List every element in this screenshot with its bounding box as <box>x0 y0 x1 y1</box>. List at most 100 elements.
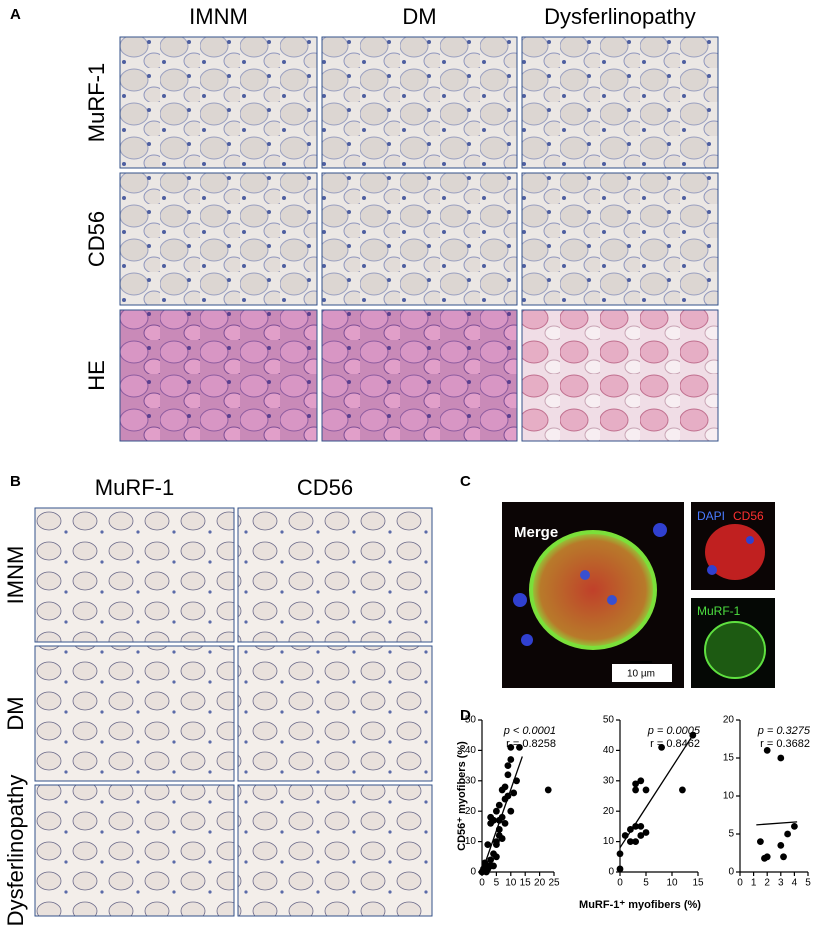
data-point <box>544 786 552 794</box>
micrograph <box>34 507 235 643</box>
y-axis-label: CD56⁺ myofibers (%) <box>456 741 468 851</box>
y-tick-label: 0 <box>728 867 734 878</box>
x-tick-label: 5 <box>643 878 649 889</box>
x-tick-label: 5 <box>805 878 811 889</box>
data-point <box>658 743 665 751</box>
micrograph <box>119 36 318 169</box>
dapi-label: DAPI <box>697 509 725 523</box>
data-point <box>637 832 645 839</box>
y-tick-label: 10 <box>723 791 735 802</box>
x-tick-label: 15 <box>692 878 704 889</box>
data-point <box>493 807 500 815</box>
data-point <box>637 777 645 785</box>
micrograph <box>237 784 433 917</box>
murf-label: MuRF-1 <box>697 604 741 618</box>
data-point <box>507 756 515 763</box>
data-point <box>516 743 523 751</box>
x-tick-label: 0 <box>737 878 743 889</box>
x-tick-label: 5 <box>494 878 500 889</box>
column-header: DM <box>402 4 436 29</box>
x-tick-label: 20 <box>534 878 546 889</box>
data-point <box>493 853 500 861</box>
y-tick-label: 40 <box>603 745 615 756</box>
y-tick-label: 40 <box>465 745 477 756</box>
micrograph <box>237 645 433 782</box>
data-point <box>777 842 785 849</box>
row-header: CD56 <box>84 211 109 267</box>
x-tick-label: 10 <box>505 878 517 889</box>
row-header: HE <box>84 360 109 391</box>
data-point <box>627 826 634 833</box>
micrograph <box>237 507 433 643</box>
data-point <box>504 771 512 779</box>
row-header: MuRF-1 <box>84 63 109 142</box>
micrograph <box>119 172 318 306</box>
column-header: Dysferlinopathy <box>544 4 696 29</box>
fit-line <box>619 734 694 849</box>
scale-label: 10 µm <box>627 669 655 680</box>
y-tick-label: 20 <box>465 806 477 817</box>
x-tick-label: 3 <box>778 878 784 889</box>
data-point <box>632 838 639 845</box>
data-point <box>616 850 624 858</box>
data-point <box>627 838 634 845</box>
micrograph <box>34 784 235 917</box>
data-point <box>616 865 624 873</box>
stat-annotation: p = 0.0005 <box>647 725 701 737</box>
micrograph <box>321 172 518 306</box>
column-header: CD56 <box>297 475 353 500</box>
data-point <box>482 868 490 876</box>
micrograph <box>321 36 518 169</box>
data-point <box>510 789 518 797</box>
fit-line <box>756 821 798 826</box>
y-tick-label: 0 <box>470 867 476 878</box>
x-tick-label: 1 <box>751 878 757 889</box>
data-point <box>777 754 785 762</box>
stat-annotation: r = 0.3682 <box>760 738 810 750</box>
row-header: DM <box>3 696 28 730</box>
data-point <box>487 856 495 864</box>
data-point <box>501 783 509 791</box>
y-tick-label: 50 <box>603 715 615 726</box>
y-tick-label: 50 <box>465 715 477 726</box>
data-point <box>498 835 506 842</box>
y-tick-label: 20 <box>603 806 615 817</box>
data-point <box>632 780 639 788</box>
data-point <box>784 830 791 838</box>
panel-label: D <box>460 707 471 724</box>
data-point <box>487 813 495 821</box>
fit-line <box>481 756 523 873</box>
y-tick-label: 10 <box>465 836 477 847</box>
data-point <box>487 819 495 827</box>
data-point <box>490 862 497 870</box>
scale-box <box>612 664 672 682</box>
merge-label: Merge <box>514 524 558 541</box>
data-point <box>763 747 771 754</box>
data-point <box>642 786 650 794</box>
x-tick-label: 4 <box>792 878 798 889</box>
data-point <box>780 853 787 861</box>
y-tick-label: 30 <box>465 775 477 786</box>
y-tick-label: 20 <box>723 715 735 726</box>
y-tick-label: 10 <box>603 836 615 847</box>
x-tick-label: 25 <box>548 878 560 889</box>
row-header: Dysferlinopathy <box>3 775 28 926</box>
micrograph <box>119 309 318 442</box>
data-point <box>507 743 515 751</box>
data-point <box>501 819 509 827</box>
micrograph <box>521 309 719 442</box>
merge-cell <box>529 530 657 650</box>
data-point <box>632 823 639 830</box>
row-header: IMNM <box>3 546 28 605</box>
panel-label: B <box>10 473 21 490</box>
column-header: MuRF-1 <box>95 475 174 500</box>
y-tick-label: 30 <box>603 775 615 786</box>
micrograph <box>321 309 518 442</box>
data-point <box>495 801 503 809</box>
x-tick-label: 0 <box>479 878 485 889</box>
y-tick-label: 0 <box>608 867 614 878</box>
stat-annotation: p < 0.0001 <box>503 725 556 737</box>
panel-label: C <box>460 473 471 490</box>
data-point <box>689 731 697 739</box>
